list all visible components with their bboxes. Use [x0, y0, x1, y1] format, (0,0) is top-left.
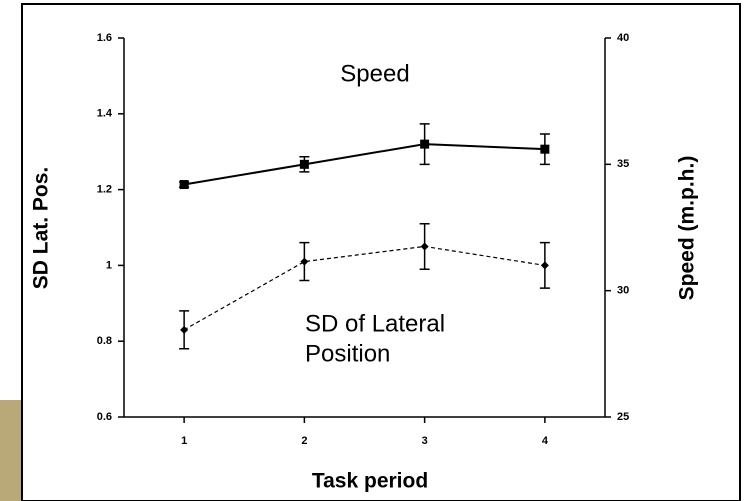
- series-line: [183, 245, 545, 331]
- x-tick-label: 1: [181, 435, 187, 447]
- series-line: [183, 143, 545, 186]
- x-tick-label: 3: [422, 435, 428, 447]
- y-axis-label: SD Lat. Pos.: [30, 167, 53, 290]
- marker: [540, 261, 549, 270]
- x-tick-label: 2: [301, 435, 307, 447]
- y2-tick-label: 30: [617, 285, 629, 297]
- y-tick-label: 1.6: [97, 32, 112, 44]
- y2-tick-label: 40: [617, 32, 629, 44]
- y-tick-label: 0.6: [97, 411, 112, 423]
- marker: [540, 144, 550, 154]
- y-tick-label: 1.2: [97, 184, 112, 196]
- marker: [180, 325, 189, 334]
- marker: [300, 257, 309, 266]
- frame: [21, 3, 741, 501]
- y2-tick-label: 35: [617, 158, 629, 170]
- y2-axis-label: Speed (m.p.h.): [676, 156, 699, 301]
- x-axis-label: Task period: [312, 470, 428, 493]
- x-tick-label: 4: [542, 435, 549, 447]
- marker: [420, 242, 429, 251]
- annotation: Position: [305, 340, 390, 367]
- y-tick-label: 1: [106, 259, 112, 271]
- annotation: Speed: [340, 60, 409, 87]
- marker: [179, 180, 189, 190]
- y-tick-label: 1.4: [97, 108, 113, 120]
- y-tick-label: 0.8: [97, 335, 112, 347]
- marker: [420, 139, 430, 149]
- annotation: SD of Lateral: [305, 310, 445, 337]
- y2-tick-label: 25: [617, 411, 629, 423]
- photo-fragment: [0, 400, 22, 501]
- marker: [299, 159, 309, 169]
